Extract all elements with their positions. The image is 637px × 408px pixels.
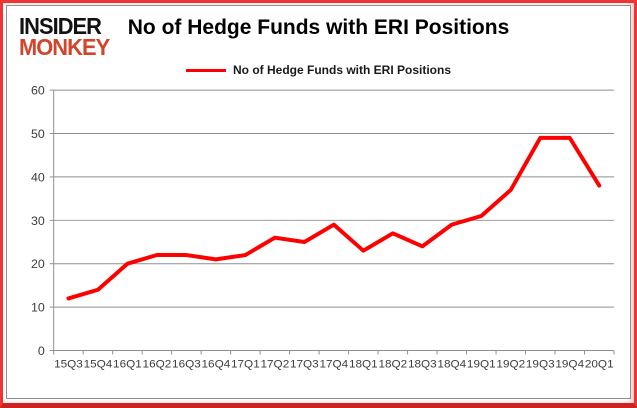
x-tick-label: 19Q2 xyxy=(496,358,525,370)
x-tick-label: 17Q3 xyxy=(290,358,319,370)
x-tick-label: 15Q3 xyxy=(54,358,83,370)
x-tick-label: 17Q2 xyxy=(261,358,290,370)
y-tick-label: 50 xyxy=(31,127,45,141)
x-tick-label: 19Q1 xyxy=(467,358,496,370)
logo-text-monkey: MONKEY xyxy=(19,34,110,60)
legend-label: No of Hedge Funds with ERI Positions xyxy=(233,63,451,77)
x-tick-label: 20Q1 xyxy=(585,358,614,370)
chart-title: No of Hedge Funds with ERI Positions xyxy=(127,16,510,39)
chart-panel: INSIDER MONKEY No of Hedge Funds with ER… xyxy=(6,5,631,399)
x-tick-label: 15Q4 xyxy=(84,358,113,370)
chart-legend: No of Hedge Funds with ERI Positions xyxy=(7,63,630,77)
y-tick-label: 60 xyxy=(31,84,45,98)
y-tick-label: 20 xyxy=(31,257,45,271)
y-tick-label: 0 xyxy=(38,344,45,358)
x-tick-label: 18Q2 xyxy=(378,358,407,370)
x-tick-label: 19Q3 xyxy=(526,358,555,370)
logo-text-insider: INSIDER xyxy=(19,13,102,39)
x-tick-label: 17Q1 xyxy=(231,358,260,370)
x-tick-label: 18Q3 xyxy=(408,358,437,370)
x-tick-label: 17Q4 xyxy=(319,358,348,370)
x-tick-label: 16Q2 xyxy=(143,358,172,370)
legend-line-swatch xyxy=(186,68,226,72)
x-tick-label: 18Q1 xyxy=(349,358,378,370)
y-tick-label: 10 xyxy=(31,301,45,315)
series-line xyxy=(66,135,602,301)
y-tick-label: 40 xyxy=(31,170,45,184)
x-tick-label: 18Q4 xyxy=(437,358,466,370)
y-tick-label: 30 xyxy=(31,214,45,228)
x-tick-label: 16Q3 xyxy=(172,358,201,370)
x-tick-label: 19Q4 xyxy=(555,358,584,370)
x-tick-label: 16Q1 xyxy=(113,358,142,370)
x-tick-label: 16Q4 xyxy=(202,358,231,370)
insider-monkey-logo: INSIDER MONKEY xyxy=(19,13,110,60)
